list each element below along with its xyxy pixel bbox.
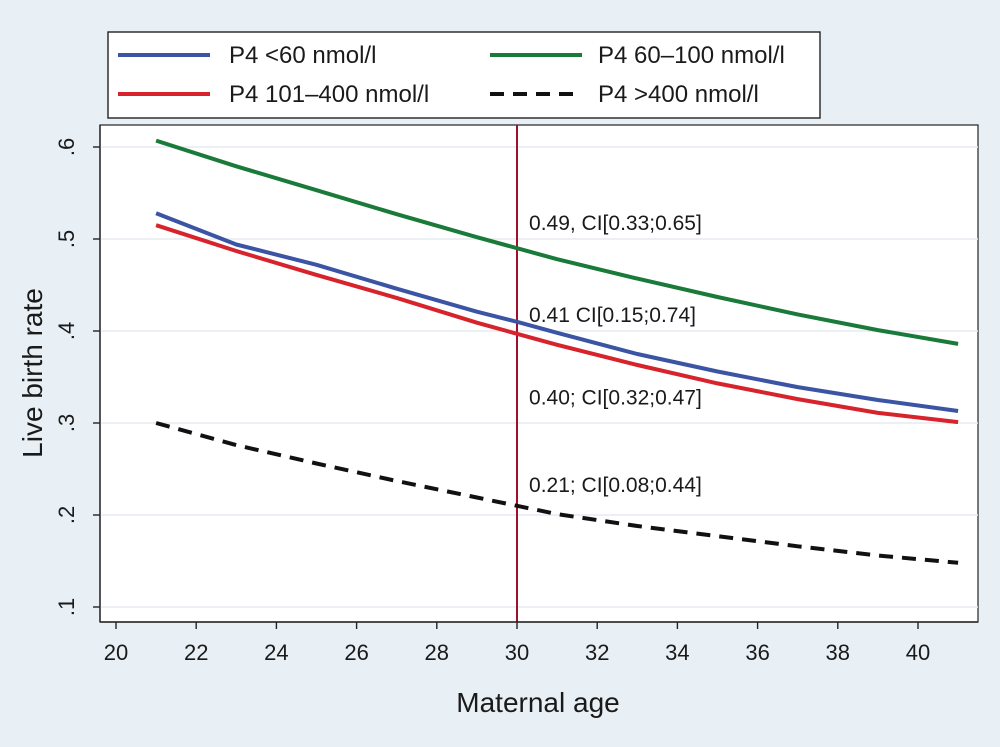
x-tick-label: 34 <box>665 640 689 665</box>
plot-area <box>99 124 979 623</box>
x-tick-label: 30 <box>505 640 529 665</box>
legend-entries: P4 <60 nmol/l P4 60–100 nmol/l P4 101–400 … <box>118 42 785 108</box>
annotation-label: 0.21; CI[0.08;0.44] <box>529 474 702 497</box>
x-tick-label: 28 <box>425 640 449 665</box>
x-tick-label: 36 <box>745 640 769 665</box>
axes <box>99 125 978 623</box>
y-tick-label: .2 <box>54 506 79 524</box>
x-tick-label: 26 <box>344 640 368 665</box>
x-ticks: 20 22 24 26 28 30 32 34 36 38 40 <box>104 622 930 665</box>
annotation-label: 0.40; CI[0.32;0.47] <box>529 387 702 410</box>
y-ticks: .1 .2 .3 .4 .5 .6 <box>54 138 100 616</box>
y-tick-label: .3 <box>54 414 79 432</box>
y-tick-label: .5 <box>54 230 79 248</box>
x-tick-label: 22 <box>184 640 208 665</box>
x-axis-title: Maternal age <box>456 687 619 718</box>
series-line-p4-101-400-nmol-l <box>155 223 959 425</box>
series-lines <box>155 138 959 565</box>
legend: P4 <60 nmol/l P4 60–100 nmol/l P4 101–400 … <box>107 31 821 119</box>
y-tick-label: .6 <box>54 138 79 156</box>
series-line-p4-400-nmol-l <box>155 421 959 565</box>
legend-label: P4 101–400 nmol/l <box>229 81 429 108</box>
series-line-p4-60-nmol-l <box>155 211 959 413</box>
y-tick-label: .4 <box>54 322 79 340</box>
legend-label: P4 60–100 nmol/l <box>598 42 785 69</box>
legend-label: P4 <60 nmol/l <box>229 42 376 69</box>
annotations: 0.49, CI[0.33;0.65] 0.41 CI[0.15;0.74] 0.4… <box>529 212 702 497</box>
grid-lines <box>100 146 978 608</box>
annotation-label: 0.41 CI[0.15;0.74] <box>529 304 696 327</box>
y-tick-label: .1 <box>54 598 79 616</box>
x-tick-label: 20 <box>104 640 128 665</box>
x-tick-label: 38 <box>826 640 850 665</box>
legend-label: P4 >400 nmol/l <box>598 81 759 108</box>
x-tick-label: 40 <box>906 640 930 665</box>
series-line-p4-60-100-nmol-l <box>155 138 959 346</box>
y-axis-title: Live birth rate <box>17 288 48 458</box>
x-tick-label: 32 <box>585 640 609 665</box>
legend-box <box>107 31 821 119</box>
annotation-label: 0.49, CI[0.33;0.65] <box>529 212 702 235</box>
x-tick-label: 24 <box>264 640 288 665</box>
